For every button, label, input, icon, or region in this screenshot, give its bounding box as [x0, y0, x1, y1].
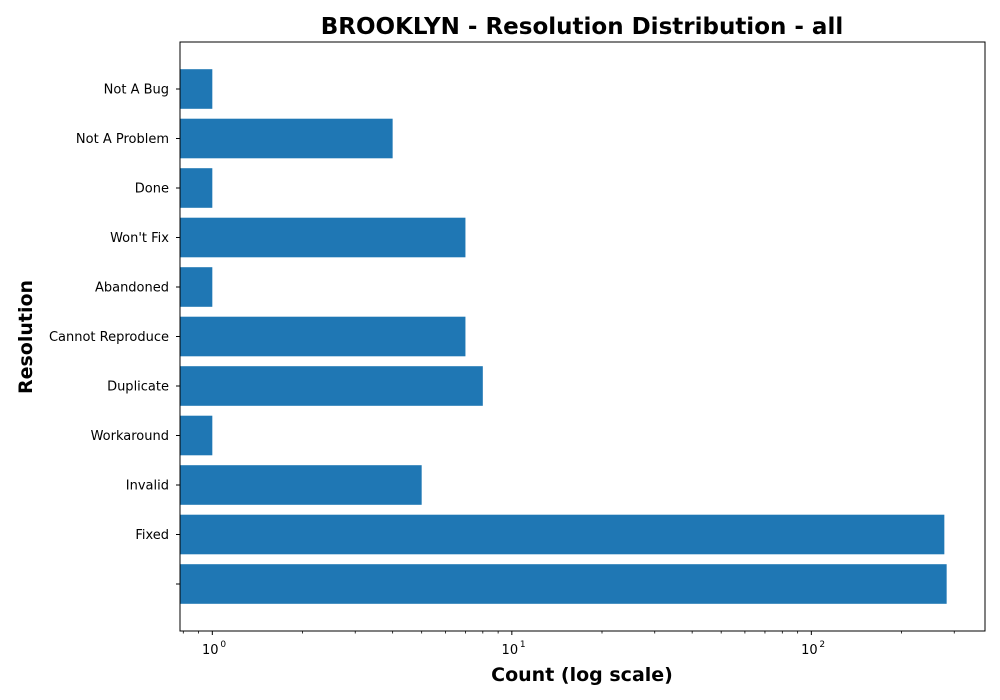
chart-title: BROOKLYN - Resolution Distribution - all: [321, 14, 843, 40]
y-tick-label: Abandoned: [95, 281, 169, 296]
y-tick-label: Fixed: [135, 528, 169, 543]
plot-frame: [179, 41, 986, 632]
bar-done: [180, 168, 213, 208]
x-tick-exponent: 0: [220, 640, 226, 650]
y-tick-label: Cannot Reproduce: [49, 330, 169, 345]
bar-won-t-fix: [180, 217, 466, 258]
bar-duplicate: [180, 366, 483, 406]
y-axis-ticks: Fixed Invalid Workaround Duplicate Cannot Re…: [49, 83, 180, 585]
y-tick-label: Workaround: [91, 429, 169, 444]
x-axis-ticks: 10 0 10 1 10 2: [182, 631, 955, 658]
bar-invalid: [180, 465, 422, 505]
bar-abandoned: [180, 267, 213, 307]
bars-group: [180, 69, 947, 604]
x-tick-exponent: 2: [819, 640, 825, 650]
y-tick-label: Duplicate: [107, 380, 169, 395]
bar-not-a-problem: [180, 118, 393, 159]
y-tick-label: Not A Problem: [76, 132, 169, 147]
y-tick-label: Not A Bug: [104, 83, 169, 98]
x-tick-label: 10: [801, 643, 818, 658]
y-tick-label: Done: [135, 182, 169, 197]
bar-not-a-bug: [180, 69, 213, 109]
x-tick-exponent: 1: [520, 640, 526, 650]
y-tick-label: Invalid: [126, 479, 169, 494]
x-axis-label: Count (log scale): [491, 664, 673, 686]
x-tick-label: 10: [202, 643, 219, 658]
y-axis-label: Resolution: [15, 280, 37, 394]
bar-blank: [180, 564, 947, 604]
bar-workaround: [180, 415, 213, 456]
bar-cannot-reproduce: [180, 316, 466, 357]
x-tick-label: 10: [502, 643, 519, 658]
y-tick-label: Won't Fix: [110, 231, 169, 246]
bar-fixed: [180, 514, 945, 555]
